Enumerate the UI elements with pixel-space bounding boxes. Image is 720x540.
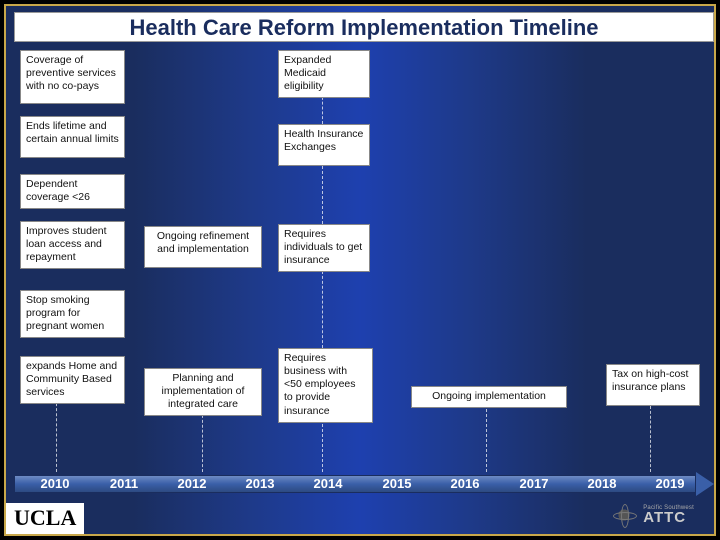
connector-line — [322, 414, 323, 472]
year-label: 2012 — [158, 472, 226, 496]
year-label: 2018 — [568, 472, 636, 496]
connector-line — [56, 398, 57, 472]
milestone-box-medicaid: Expanded Medicaid eligibility — [278, 50, 370, 98]
year-label: 2013 — [226, 472, 294, 496]
milestone-box-home: expands Home and Community Based service… — [20, 356, 125, 404]
milestone-box-exchanges: Health Insurance Exchanges — [278, 124, 370, 166]
ucla-logo: UCLA — [6, 503, 84, 534]
year-label: 2019 — [636, 472, 704, 496]
connector-line — [322, 166, 323, 224]
milestone-box-ongoing: Ongoing implementation — [411, 386, 567, 408]
attc-text: Pacific Southwest ATTC — [643, 506, 694, 525]
milestone-box-business: Requires business with <50 employees to … — [278, 348, 373, 423]
year-label: 2010 — [21, 472, 89, 496]
slide-title: Health Care Reform Implementation Timeli… — [14, 12, 714, 42]
connector-line — [322, 266, 323, 348]
year-label: 2015 — [363, 472, 431, 496]
year-label: 2014 — [294, 472, 362, 496]
slide-frame: Health Care Reform Implementation Timeli… — [4, 4, 716, 536]
milestone-box-smoking: Stop smoking program for pregnant women — [20, 290, 125, 338]
year-label: 2011 — [90, 472, 158, 496]
connector-line — [202, 410, 203, 472]
milestone-box-refine: Ongoing refinement and implementation — [144, 226, 262, 268]
milestone-box-planning: Planning and implementation of integrate… — [144, 368, 262, 416]
milestone-box-limits: Ends lifetime and certain annual limits — [20, 116, 125, 158]
connector-line — [486, 404, 487, 472]
attc-title: ATTC — [643, 511, 694, 525]
year-label: 2017 — [500, 472, 568, 496]
milestone-box-tax: Tax on high-cost insurance plans — [606, 364, 700, 406]
milestone-box-loans: Improves student loan access and repayme… — [20, 221, 125, 269]
connector-line — [650, 406, 651, 472]
year-label: 2016 — [431, 472, 499, 496]
milestone-box-individuals: Requires individuals to get insurance — [278, 224, 370, 272]
attc-logo: Pacific Southwest ATTC — [611, 502, 694, 528]
globe-icon — [611, 502, 637, 528]
milestone-box-dependent: Dependent coverage <26 — [20, 174, 125, 209]
milestone-box-preventive: Coverage of preventive services with no … — [20, 50, 125, 104]
